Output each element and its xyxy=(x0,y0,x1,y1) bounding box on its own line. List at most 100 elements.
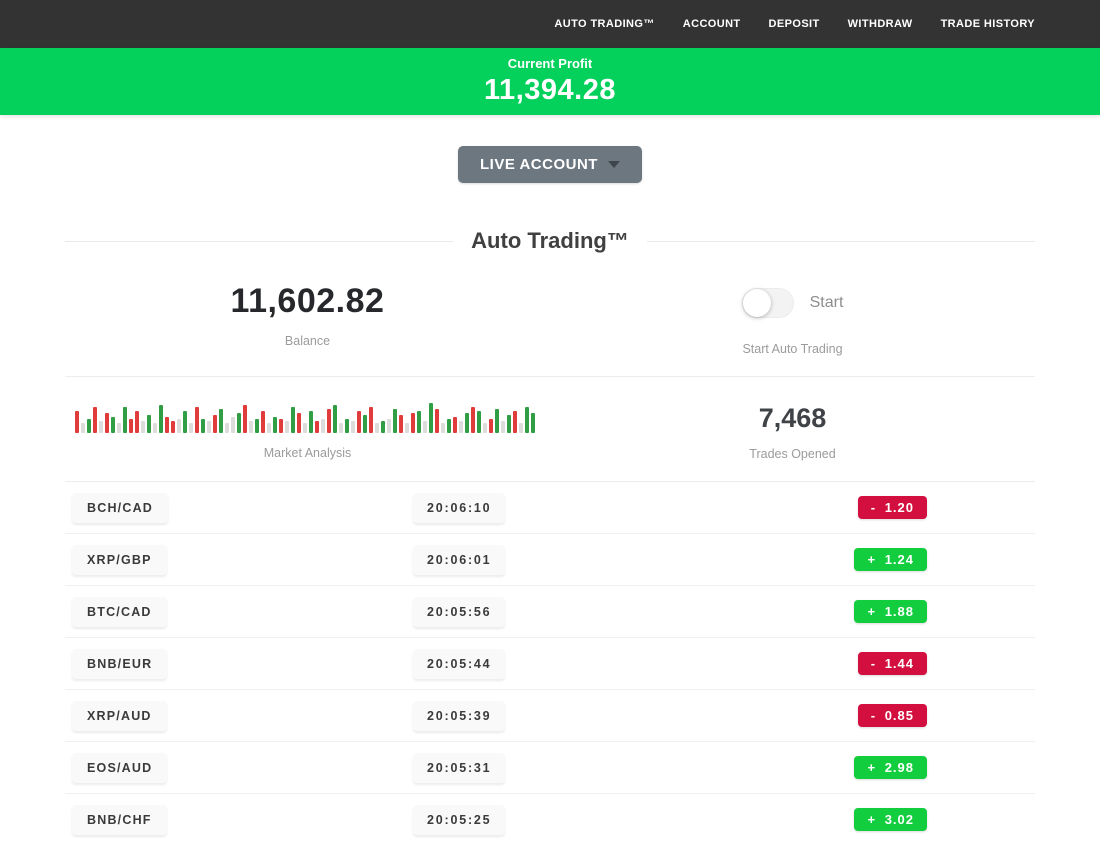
chart-bar xyxy=(495,409,499,433)
chart-bar xyxy=(375,423,379,433)
chart-bar xyxy=(345,419,349,433)
trade-result-badge: - 0.85 xyxy=(857,704,927,727)
toggle-knob xyxy=(742,289,771,317)
chart-bar xyxy=(315,421,319,433)
chart-bar xyxy=(231,417,235,433)
chart-bar xyxy=(123,407,127,433)
start-toggle-row: Start xyxy=(741,288,844,318)
balance-label: Balance xyxy=(284,334,331,348)
stats-row-market: Market Analysis 7,468 Trades Opened xyxy=(65,377,1035,482)
chart-bar xyxy=(261,411,265,433)
auto-trading-cell: Start Start Auto Trading xyxy=(550,282,1035,356)
trades-opened-cell: 7,468 Trades Opened xyxy=(550,399,1035,461)
chart-bar xyxy=(321,419,325,433)
live-account-dropdown[interactable]: LIVE ACCOUNT xyxy=(458,146,642,183)
current-profit-label: Current Profit xyxy=(507,56,593,71)
chart-bar xyxy=(309,411,313,433)
trade-time: 20:05:39 xyxy=(413,700,506,731)
nav-item-account[interactable]: ACCOUNT xyxy=(682,18,741,30)
pair-chip: XRP/GBP xyxy=(72,544,167,575)
chart-bar xyxy=(243,405,247,433)
chart-bar xyxy=(111,417,115,433)
balance-cell: 11,602.82 Balance xyxy=(65,282,550,356)
trade-row: XRP/GBP 20:06:01 + 1.24 xyxy=(65,534,1035,586)
chart-bar xyxy=(339,423,343,433)
chart-bar xyxy=(105,413,109,433)
main-content: LIVE ACCOUNT Auto Trading™ 11,602.82 Bal… xyxy=(65,146,1035,844)
nav-item-trade-history[interactable]: TRADE HISTORY xyxy=(940,18,1035,30)
trade-row: BNB/CHF 20:05:25 + 3.02 xyxy=(65,794,1035,844)
pair-chip: BTC/CAD xyxy=(72,596,167,627)
chart-bar xyxy=(153,423,157,433)
section-header: Auto Trading™ xyxy=(65,228,1035,254)
trade-time: 20:05:31 xyxy=(413,752,506,783)
chart-bar xyxy=(435,409,439,433)
chart-bar xyxy=(507,415,511,433)
chart-bar xyxy=(333,405,337,433)
account-selector-row: LIVE ACCOUNT xyxy=(65,146,1035,183)
chart-bar xyxy=(165,417,169,433)
market-analysis-cell: Market Analysis xyxy=(65,399,550,461)
market-analysis-label: Market Analysis xyxy=(263,446,352,460)
chart-bar xyxy=(255,419,259,433)
chart-bar xyxy=(327,409,331,433)
chart-bar xyxy=(423,421,427,433)
chart-bar xyxy=(351,421,355,433)
chart-bar xyxy=(237,413,241,433)
chart-bar xyxy=(303,423,307,433)
chart-bar xyxy=(453,417,457,433)
chart-bar xyxy=(225,423,229,433)
nav-item-auto-trading[interactable]: AUTO TRADING™ xyxy=(554,18,655,30)
trade-time: 20:05:44 xyxy=(413,648,506,679)
chart-bar xyxy=(501,421,505,433)
stats-row-balance: 11,602.82 Balance Start Start Auto Tradi… xyxy=(65,254,1035,377)
chart-bar xyxy=(363,415,367,433)
chart-bar xyxy=(81,423,85,433)
trade-time: 20:05:25 xyxy=(413,804,506,835)
chart-bar xyxy=(519,423,523,433)
trade-row: BNB/EUR 20:05:44 - 1.44 xyxy=(65,638,1035,690)
chart-bar xyxy=(117,423,121,433)
chart-bar xyxy=(393,409,397,433)
start-auto-trading-toggle[interactable] xyxy=(741,288,794,318)
start-toggle-label: Start xyxy=(809,294,844,311)
chart-bar xyxy=(141,421,145,433)
nav-item-withdraw[interactable]: WITHDRAW xyxy=(847,18,913,30)
chart-bar xyxy=(87,419,91,433)
chart-bar xyxy=(249,421,253,433)
trade-row: XRP/AUD 20:05:39 - 0.85 xyxy=(65,690,1035,742)
chart-bar xyxy=(135,411,139,433)
chevron-down-icon xyxy=(607,161,620,168)
chart-bar xyxy=(369,407,373,433)
trades-list: BCH/CAD 20:06:10 - 1.20 XRP/GBP 20:06:01 + 1.… xyxy=(65,482,1035,844)
chart-bar xyxy=(459,421,463,433)
chart-bar xyxy=(291,407,295,433)
divider xyxy=(65,240,454,242)
chart-bar xyxy=(387,419,391,433)
trades-opened-value: 7,468 xyxy=(758,403,827,433)
pair-chip: BCH/CAD xyxy=(72,492,169,523)
chart-bar xyxy=(273,417,277,433)
chart-bar xyxy=(357,411,361,433)
chart-bar xyxy=(441,423,445,433)
chart-bar xyxy=(489,419,493,433)
chart-bar xyxy=(99,421,103,433)
chart-bar xyxy=(171,421,175,433)
chart-bar xyxy=(183,411,187,433)
trade-result-badge: + 1.24 xyxy=(854,548,927,571)
start-auto-trading-label: Start Auto Trading xyxy=(742,342,843,356)
current-profit-banner: Current Profit 11,394.28 xyxy=(0,48,1100,115)
chart-bar xyxy=(531,413,535,433)
chart-bar xyxy=(189,423,193,433)
trade-result-badge: + 3.02 xyxy=(854,808,927,831)
balance-value: 11,602.82 xyxy=(230,282,385,320)
chart-bar xyxy=(177,419,181,433)
chart-bar xyxy=(513,411,517,433)
nav-item-deposit[interactable]: DEPOSIT xyxy=(768,18,820,30)
pair-chip: BNB/CHF xyxy=(72,804,167,835)
trade-result-badge: - 1.44 xyxy=(857,652,927,675)
chart-bar xyxy=(405,423,409,433)
chart-bar xyxy=(381,421,385,433)
pair-chip: BNB/EUR xyxy=(72,648,168,679)
chart-bar xyxy=(447,419,451,433)
